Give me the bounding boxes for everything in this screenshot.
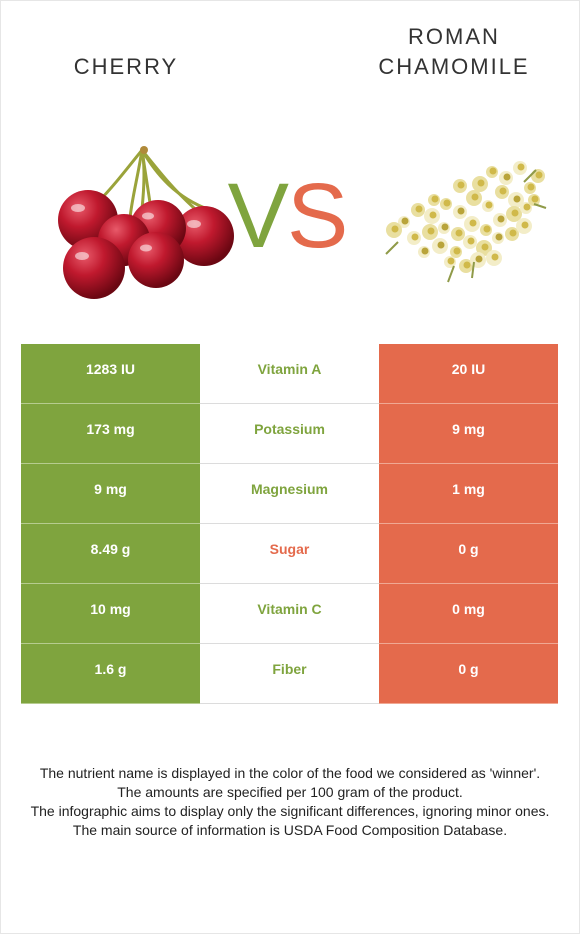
table-row: 1283 IU Vitamin A 20 IU	[21, 344, 558, 404]
footer-notes: The nutrient name is displayed in the co…	[20, 764, 560, 840]
vs-label: VS	[222, 166, 352, 266]
left-value: 1283 IU	[21, 344, 200, 404]
footer-line-2: The amounts are specified per 100 gram o…	[117, 784, 463, 800]
right-value: 0 g	[379, 524, 558, 584]
food-title-left: Cherry	[73, 54, 179, 79]
table-row: 1.6 g Fiber 0 g	[21, 644, 558, 704]
nutrient-name: Potassium	[200, 404, 379, 464]
right-value: 0 g	[379, 644, 558, 704]
chamomile-flowers-icon	[385, 161, 547, 283]
table-row: 8.49 g Sugar 0 g	[21, 524, 558, 584]
footer-line-3: The infographic aims to display only the…	[30, 803, 550, 819]
left-value: 9 mg	[21, 464, 200, 524]
nutrient-name: Vitamin A	[200, 344, 379, 404]
vs-v-letter: V	[227, 165, 289, 267]
right-value: 0 mg	[379, 584, 558, 644]
food-title-right-text: Roman Chamomile	[378, 24, 530, 79]
left-value: 8.49 g	[21, 524, 200, 584]
nutrient-name: Fiber	[200, 644, 379, 704]
comparison-table: 1283 IU Vitamin A 20 IU 173 mg Potassium 9 mg…	[21, 344, 558, 704]
cherries-icon	[58, 146, 234, 299]
right-value: 20 IU	[379, 344, 558, 404]
table-row: 173 mg Potassium 9 mg	[21, 404, 558, 464]
left-value: 1.6 g	[21, 644, 200, 704]
right-value: 9 mg	[379, 404, 558, 464]
footer-line-1: The nutrient name is displayed in the co…	[39, 765, 541, 781]
food-title-right: Roman Chamomile	[354, 22, 554, 82]
nutrient-name: Magnesium	[200, 464, 379, 524]
nutrient-name: Vitamin C	[200, 584, 379, 644]
table-row: 9 mg Magnesium 1 mg	[21, 464, 558, 524]
left-value: 10 mg	[21, 584, 200, 644]
vs-s-letter: S	[287, 165, 348, 267]
footer-line-4: The main source of information is USDA F…	[72, 822, 508, 838]
left-value: 173 mg	[21, 404, 200, 464]
right-value: 1 mg	[379, 464, 558, 524]
nutrient-name: Sugar	[200, 524, 379, 584]
